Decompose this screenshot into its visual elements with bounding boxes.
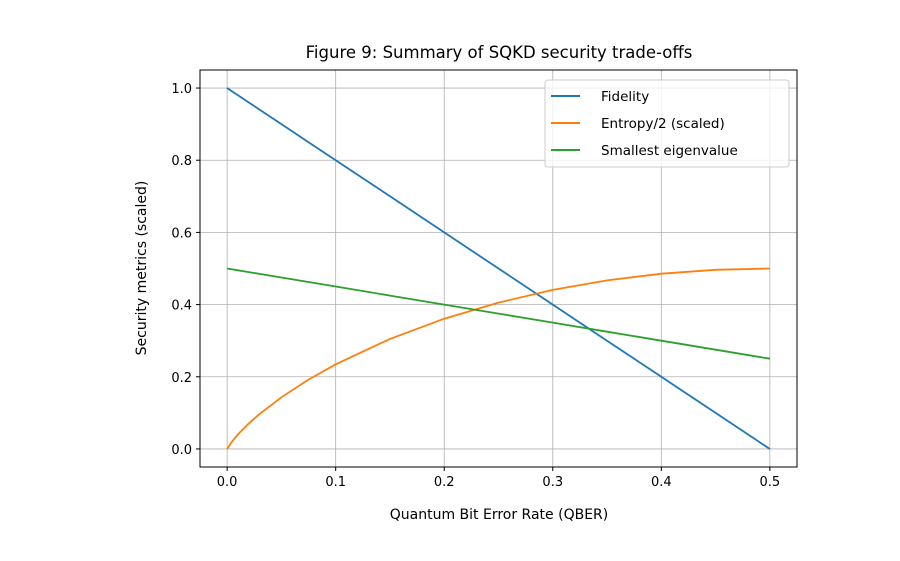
y-tick-label: 0.8: [171, 154, 192, 169]
x-tick-label: 0.4: [651, 475, 672, 490]
y-tick-label: 1.0: [171, 82, 192, 97]
x-tick-label: 0.3: [542, 475, 563, 490]
x-tick-label: 0.1: [325, 475, 346, 490]
series-line-0: [226, 87, 771, 450]
x-tick-label: 0.5: [760, 475, 781, 490]
series-line-2: [226, 267, 771, 360]
legend-label: Smallest eigenvalue: [601, 143, 738, 159]
x-tick-label: 0.0: [217, 475, 238, 490]
y-axis-label: Security metrics (scaled): [134, 181, 150, 356]
x-tick-label: 0.2: [434, 475, 455, 490]
chart-title: Figure 9: Summary of SQKD security trade…: [306, 43, 693, 62]
legend-box: [544, 79, 790, 168]
ticks: 0.0 0.1 0.2 0.3 0.4 0.5 0.0 0.2 0.4 0.6 0.8 1.0: [171, 82, 780, 490]
legend: Fidelity Entropy/2 (scaled) Smallest eigen…: [544, 79, 790, 168]
legend-label: Entropy/2 (scaled): [601, 116, 725, 132]
y-tick-label: 0.6: [171, 226, 192, 241]
y-tick-label: 0.2: [171, 371, 192, 386]
x-axis-label: Quantum Bit Error Rate (QBER): [390, 507, 608, 523]
axes-frame: [199, 69, 798, 468]
legend-label: Fidelity: [601, 89, 649, 105]
y-tick-label: 0.0: [171, 443, 192, 458]
series-lines: [226, 87, 771, 450]
y-tick-label: 0.4: [171, 299, 192, 314]
series-line-1: [226, 267, 770, 450]
